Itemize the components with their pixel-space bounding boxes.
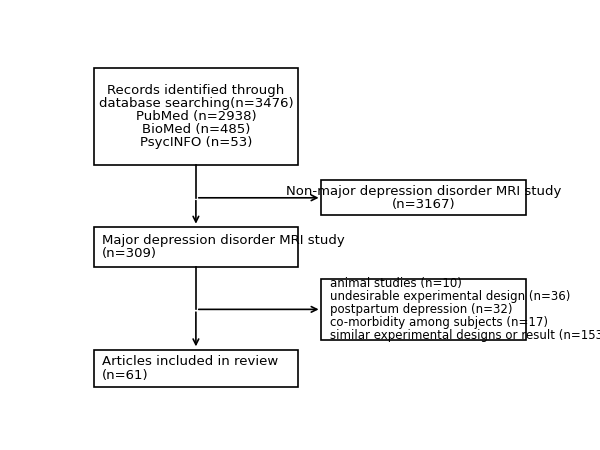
Text: Records identified through: Records identified through [107, 84, 284, 97]
Text: (n=3167): (n=3167) [392, 198, 455, 211]
Text: (n=61): (n=61) [102, 369, 149, 382]
Text: PubMed (n=2938): PubMed (n=2938) [136, 110, 256, 123]
Text: database searching(n=3476): database searching(n=3476) [98, 97, 293, 110]
Text: (n=309): (n=309) [102, 247, 157, 260]
Text: Articles included in review: Articles included in review [102, 356, 278, 369]
Bar [94, 227, 298, 267]
Text: undesirable experimental design (n=36): undesirable experimental design (n=36) [330, 290, 570, 303]
Text: similar experimental designs or result (n=153): similar experimental designs or result (… [330, 329, 600, 342]
Bar [94, 350, 298, 387]
Text: co-morbidity among subjects (n=17): co-morbidity among subjects (n=17) [330, 316, 548, 329]
Text: Major depression disorder MRI study: Major depression disorder MRI study [102, 234, 345, 247]
Bar [322, 180, 526, 215]
Text: PsycINFO (n=53): PsycINFO (n=53) [140, 136, 252, 149]
Text: Non-major depression disorder MRI study: Non-major depression disorder MRI study [286, 184, 562, 198]
Text: postpartum depression (n=32): postpartum depression (n=32) [330, 303, 512, 316]
Text: animal studies (n=10): animal studies (n=10) [330, 277, 461, 290]
Bar [322, 279, 526, 340]
Bar [94, 68, 298, 165]
Text: BioMed (n=485): BioMed (n=485) [142, 123, 250, 136]
